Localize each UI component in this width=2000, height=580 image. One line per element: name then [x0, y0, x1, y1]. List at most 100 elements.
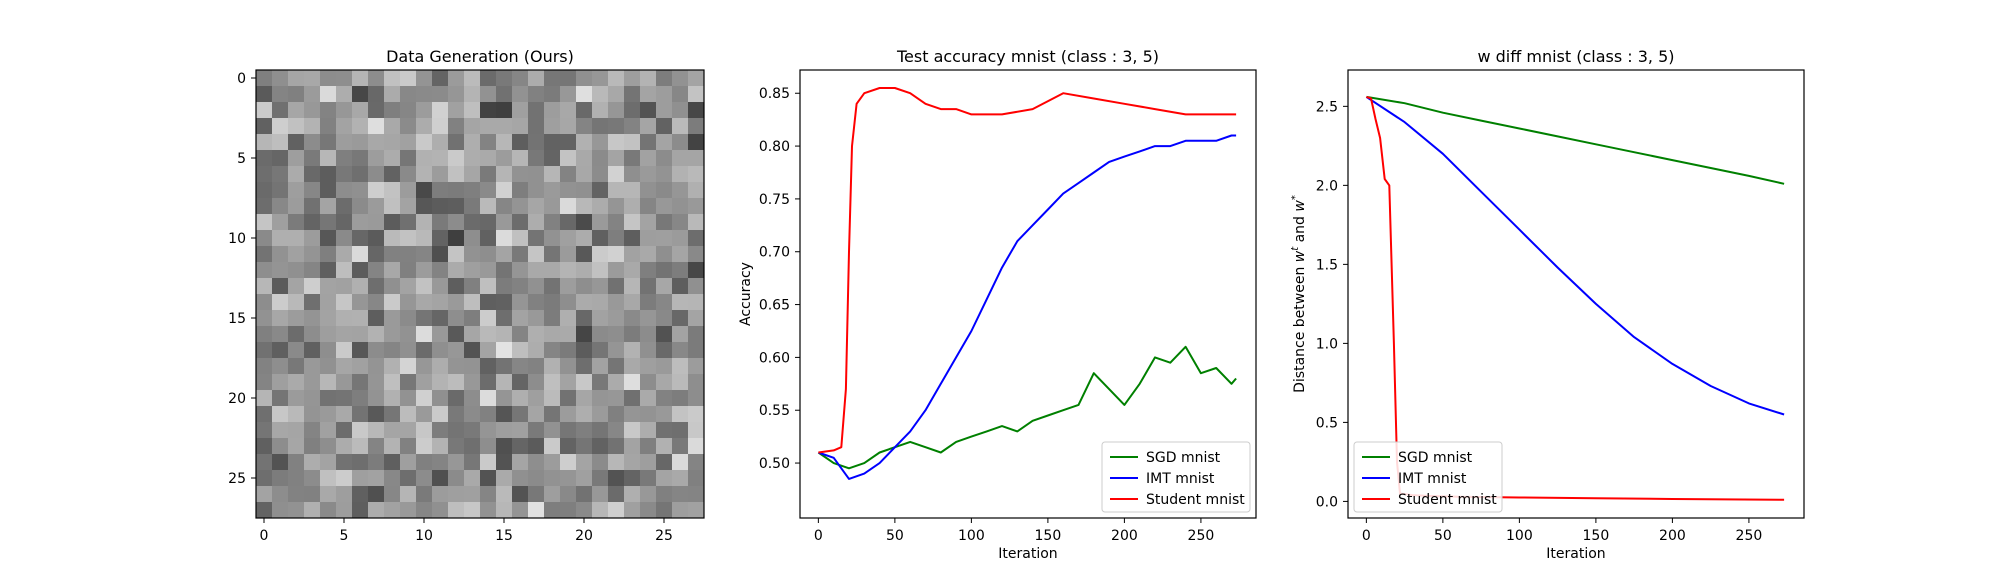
- heatmap-cell: [528, 486, 545, 503]
- heatmap-cell: [624, 438, 641, 455]
- heatmap-cell: [656, 470, 673, 487]
- heatmap-cell: [400, 214, 417, 231]
- wdiff-panel: w diff mnist (class : 3, 5) 0 50 100 150 200…: [1290, 47, 1805, 562]
- heatmap-cell: [400, 326, 417, 343]
- heatmap-cell: [624, 134, 641, 151]
- heatmap-cell: [448, 102, 465, 119]
- heatmap-cell: [416, 246, 433, 263]
- heatmap-cell: [656, 486, 673, 503]
- heatmap-cell: [512, 390, 529, 407]
- heatmap-cell: [480, 342, 497, 359]
- heatmap-cell: [352, 198, 369, 215]
- heatmap-cell: [624, 86, 641, 103]
- heatmap-cell: [656, 502, 673, 519]
- heatmap-cell: [688, 70, 705, 87]
- heatmap-cell: [544, 406, 561, 423]
- heatmap-cell: [576, 342, 593, 359]
- heatmap-cell: [400, 438, 417, 455]
- heatmap-cell: [480, 470, 497, 487]
- heatmap-cell: [384, 118, 401, 135]
- heatmap-cell: [384, 438, 401, 455]
- heatmap-cell: [496, 422, 513, 439]
- heatmap-cell: [608, 294, 625, 311]
- heatmap-cell: [608, 70, 625, 87]
- heatmap-cell: [576, 214, 593, 231]
- heatmap-y-tick-label: 15: [228, 311, 246, 327]
- heatmap-cell: [448, 198, 465, 215]
- heatmap-cell: [256, 246, 273, 263]
- heatmap-cell: [416, 358, 433, 375]
- heatmap-cell: [608, 102, 625, 119]
- heatmap-cell: [656, 358, 673, 375]
- heatmap-x-tick-label: 25: [655, 528, 673, 544]
- heatmap-cell: [560, 502, 577, 519]
- heatmap-cell: [400, 406, 417, 423]
- heatmap-cell: [336, 262, 353, 279]
- heatmap-cell: [592, 278, 609, 295]
- heatmap-cell: [464, 502, 481, 519]
- heatmap-cell: [528, 358, 545, 375]
- heatmap-cell: [528, 406, 545, 423]
- heatmap-cell: [304, 134, 321, 151]
- heatmap-cell: [352, 358, 369, 375]
- heatmap-cell: [352, 278, 369, 295]
- heatmap-cell: [336, 118, 353, 135]
- heatmap-cell: [496, 374, 513, 391]
- heatmap-cell: [384, 166, 401, 183]
- heatmap-cell: [288, 166, 305, 183]
- p3-legend-label: IMT mnist: [1398, 471, 1467, 487]
- heatmap-cell: [560, 454, 577, 471]
- heatmap-cell: [288, 502, 305, 519]
- heatmap-cell: [512, 310, 529, 327]
- heatmap-cell: [512, 166, 529, 183]
- heatmap-cell: [304, 310, 321, 327]
- p2-y-tick-label: 0.75: [759, 192, 790, 208]
- heatmap-cell: [688, 198, 705, 215]
- heatmap-cell: [608, 134, 625, 151]
- heatmap-cell: [480, 486, 497, 503]
- heatmap-cell: [288, 342, 305, 359]
- heatmap-cell: [544, 246, 561, 263]
- heatmap-cell: [496, 326, 513, 343]
- heatmap-cell: [496, 358, 513, 375]
- heatmap-cell: [256, 310, 273, 327]
- heatmap-cell: [640, 246, 657, 263]
- accuracy-y-ticks: 0.50 0.55 0.60 0.65 0.70 0.75 0.80 0.85: [759, 86, 800, 472]
- heatmap-cell: [352, 230, 369, 247]
- heatmap-cell: [368, 470, 385, 487]
- heatmap-cell: [688, 406, 705, 423]
- heatmap-cell: [560, 342, 577, 359]
- heatmap-cell: [608, 214, 625, 231]
- heatmap-cell: [304, 470, 321, 487]
- wdiff-frame: [1347, 69, 1805, 519]
- heatmap-cell: [688, 454, 705, 471]
- heatmap-cell: [352, 70, 369, 87]
- heatmap-cell: [320, 422, 337, 439]
- heatmap-cell: [352, 502, 369, 519]
- heatmap-x-tick-label: 0: [260, 528, 269, 544]
- heatmap-title: Data Generation (Ours): [386, 47, 574, 66]
- heatmap-cell: [352, 294, 369, 311]
- heatmap-cell: [464, 198, 481, 215]
- heatmap-cell: [272, 422, 289, 439]
- heatmap-cell: [400, 358, 417, 375]
- heatmap-cell: [496, 470, 513, 487]
- heatmap-cell: [624, 182, 641, 199]
- heatmap-cell: [368, 150, 385, 167]
- heatmap-cell: [544, 358, 561, 375]
- heatmap-cell: [288, 150, 305, 167]
- heatmap-cell: [432, 262, 449, 279]
- heatmap-cell: [352, 246, 369, 263]
- heatmap-cell: [336, 374, 353, 391]
- heatmap-cell: [512, 70, 529, 87]
- heatmap-cell: [304, 102, 321, 119]
- heatmap-cell: [256, 374, 273, 391]
- heatmap-cell: [656, 406, 673, 423]
- heatmap-cell: [560, 438, 577, 455]
- heatmap-cell: [672, 470, 689, 487]
- p3-x-tick-label: 50: [1434, 528, 1452, 544]
- heatmap-cell: [624, 422, 641, 439]
- heatmap-cell: [688, 326, 705, 343]
- heatmap-cell: [304, 230, 321, 247]
- heatmap-cell: [640, 486, 657, 503]
